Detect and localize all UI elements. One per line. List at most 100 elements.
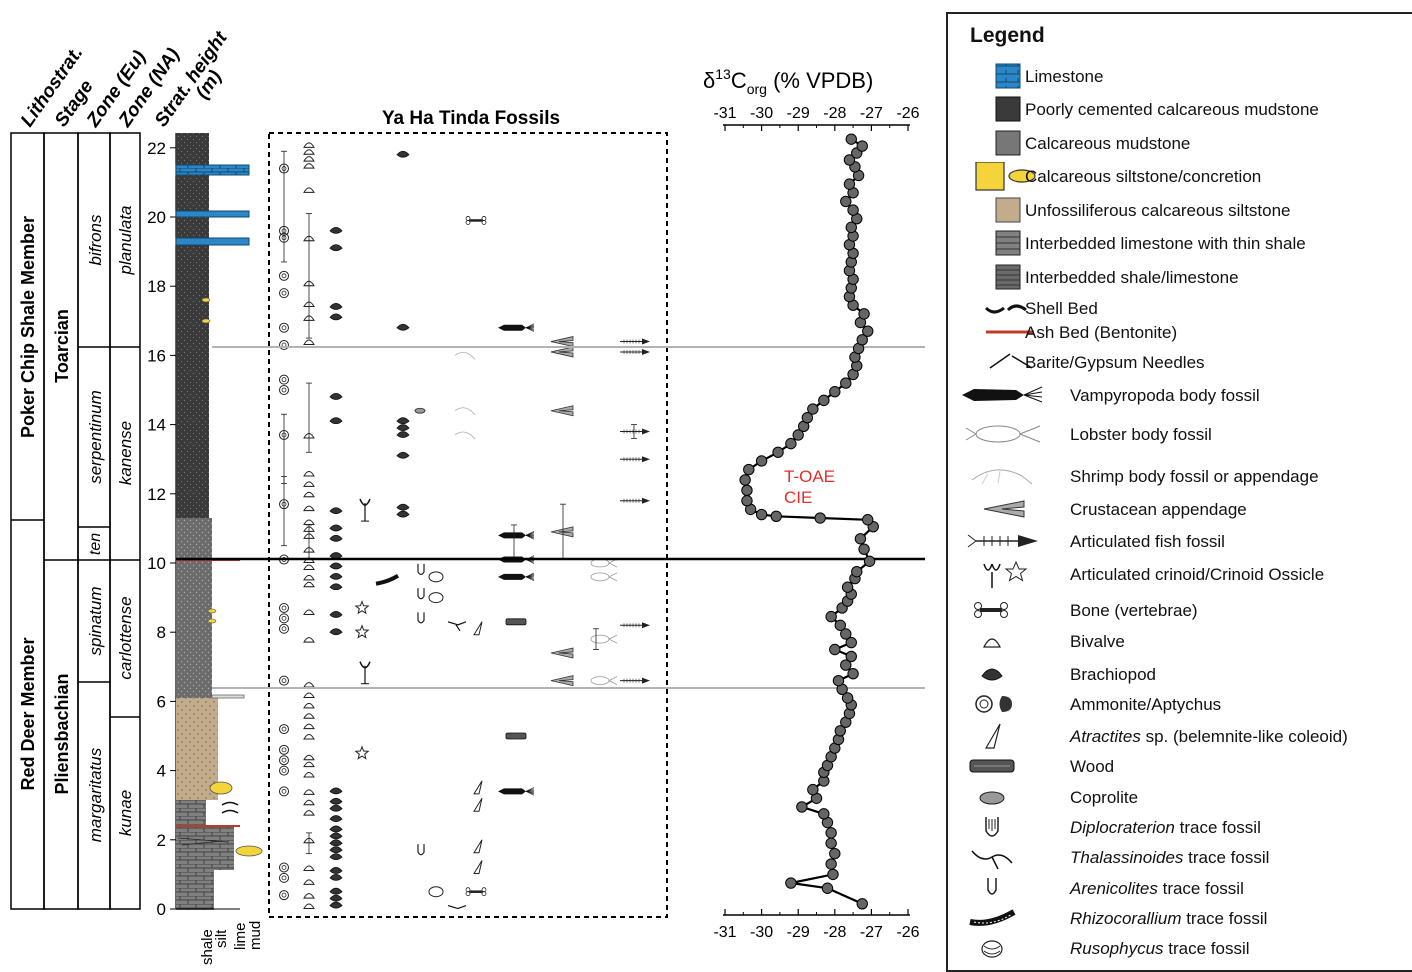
isotope-tick-top: -27: [860, 105, 883, 122]
coprolite-mark: [414, 407, 426, 414]
bivalve-mark: [303, 505, 315, 512]
stratigraphic-figure: Lithostrat. Stage Zone (Eu) Zone (NA) St…: [10, 27, 925, 965]
legend-label: Coprolite: [1070, 788, 1139, 807]
concretion: [201, 297, 211, 303]
rhizocorallium-icon: [969, 909, 1016, 926]
isotope-tick-bottom: -31: [713, 924, 736, 941]
legend-panel: Legend Limestone Poorly cemented calcareo…: [946, 12, 1412, 972]
vampyropoda-mark: [498, 572, 535, 582]
crustacean-mark: [550, 405, 574, 417]
zone-eu-bifrons: bifrons: [86, 214, 105, 266]
crinoid-ossicle-mark: [354, 745, 370, 760]
legend-label: Atractites sp. (belemnite-like coleoid): [1070, 727, 1348, 747]
limestone-swatch: [995, 63, 1021, 89]
crinoid-ossicle-mark: [354, 624, 370, 639]
brachiopod-mark: [329, 562, 343, 570]
brachiopod-mark: [329, 839, 343, 847]
legend-item-crustacean-appendage: Crustacean appendage: [948, 495, 1412, 525]
thalassinoides-icon: [971, 850, 1013, 870]
isotope-data-point: [755, 455, 768, 467]
ammonite-mark: [279, 340, 289, 351]
bivalve-mark: [303, 893, 315, 899]
isotope-data-point: [856, 140, 868, 152]
zone-eu-ten: ten: [87, 533, 104, 555]
height-tick-label: 4: [157, 762, 166, 781]
bivalve-icon: [983, 638, 1001, 648]
legend-label: Interbedded limestone with thin shale: [1025, 234, 1306, 253]
isotope-data-point: [840, 628, 852, 640]
legend-label-rest: trace fossil: [1157, 879, 1244, 898]
fish-mark: [620, 428, 650, 435]
lobster-mark: [590, 634, 618, 644]
legend-item-vampyropoda: Vampyropoda body fossil: [948, 381, 1412, 411]
wood-icon: [969, 759, 1015, 773]
legend-item-bivalve: Bivalve: [948, 627, 1412, 657]
bivalve-mark: [303, 519, 315, 525]
height-tick-label: 2: [157, 831, 166, 850]
legend-label: Diplocraterion trace fossil: [1070, 818, 1261, 838]
legend-label: Rusophycus trace fossil: [1070, 939, 1250, 959]
bivalve-mark: [303, 149, 315, 155]
isotope-data-point: [858, 308, 870, 320]
atractites-mark: [473, 860, 483, 874]
isotope-data-point: [832, 674, 845, 687]
atractites-mark: [473, 839, 483, 854]
toae-annotation-line1: T-OAE: [784, 467, 835, 486]
atractites-mark: [473, 780, 483, 795]
bivalve-mark: [303, 156, 315, 162]
legend-label: Interbedded shale/limestone: [1025, 268, 1239, 287]
brachiopod-mark: [396, 503, 410, 511]
fish-mark: [620, 497, 650, 504]
isotope-data-point: [741, 495, 753, 507]
ammonite-mark: [279, 765, 289, 776]
shrimp-mark: [454, 352, 476, 360]
shrimp-icon: [971, 469, 1033, 485]
brachiopod-mark: [329, 524, 343, 532]
stage-toarcian: Toarcian: [52, 309, 72, 383]
ammonite-mark: [279, 374, 289, 385]
brachiopod-mark: [329, 787, 343, 795]
legend-label: Ammonite/Aptychus: [1070, 695, 1222, 714]
member-poker-chip: Poker Chip Shale Member: [18, 216, 38, 438]
range-bar: [593, 628, 599, 650]
bivalve-mark: [303, 581, 315, 588]
legend-label: Poorly cemented calcareous mudstone: [1025, 100, 1319, 119]
limestone-bed: [175, 164, 250, 176]
rusophycus-mark: [428, 592, 444, 604]
vampyropoda-mark: [498, 787, 535, 796]
legend-label: Articulated fish fossil: [1070, 532, 1225, 551]
isotope-data-point: [825, 837, 837, 849]
diplocraterion-icon: [985, 817, 999, 837]
bivalve-mark: [303, 865, 315, 871]
bivalve-mark: [303, 761, 315, 768]
thalassinoides-mark: [447, 904, 467, 910]
brachiopod-mark: [329, 313, 343, 321]
zone-eu-margaritatus: margaritatus: [86, 747, 105, 842]
brachiopod-mark: [329, 853, 343, 860]
brachiopod-mark: [396, 417, 410, 425]
brachiopod-mark: [329, 226, 343, 234]
bivalve-mark: [303, 609, 315, 615]
brachiopod-mark: [396, 424, 410, 431]
range-bar: [281, 476, 287, 547]
isotope-data-point: [818, 808, 830, 820]
isotope-data-point: [801, 411, 814, 424]
legend-item-wood: Wood: [948, 752, 1412, 782]
legend-item-atractites: Atractites sp. (belemnite-like coleoid): [948, 722, 1412, 752]
isotope-data-point: [785, 437, 797, 450]
isotope-data-point: [772, 446, 784, 458]
shrimp-mark: [454, 407, 476, 416]
zone-na-kanense: kanense: [116, 421, 135, 485]
isotope-data-point: [770, 510, 782, 522]
range-bar: [511, 524, 517, 560]
bivalve-mark: [303, 799, 315, 806]
isotope-data-point: [843, 178, 856, 190]
range-bar: [306, 832, 312, 855]
isotope-tick-top: -28: [823, 105, 846, 122]
zone-eu-serpentinum: serpentinum: [86, 390, 105, 484]
legend-item-brachiopod: Brachiopod: [948, 660, 1412, 690]
height-tick-label: 0: [157, 900, 166, 919]
zone-eu-spinatum: spinatum: [86, 587, 105, 656]
legend-item-siltstone-concretion: Calcareous siltstone/concretion: [948, 162, 1412, 192]
ash-bed-icon: [986, 330, 1034, 334]
